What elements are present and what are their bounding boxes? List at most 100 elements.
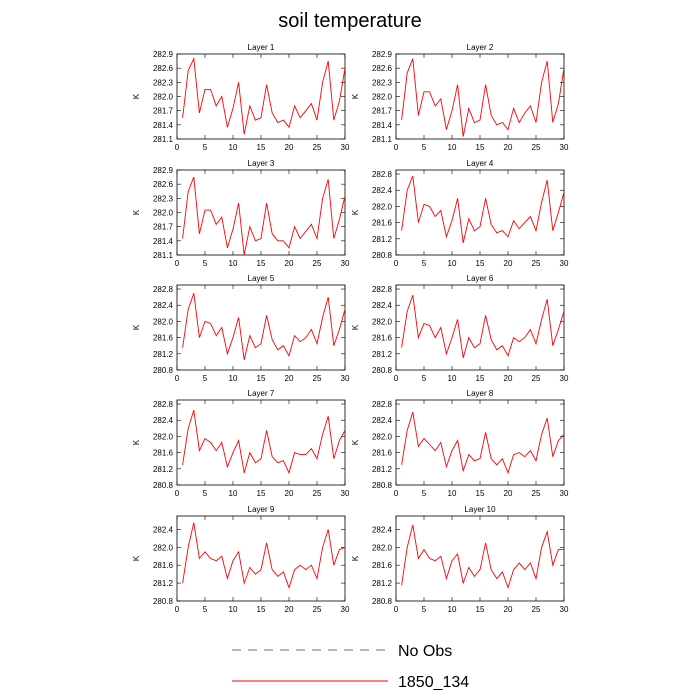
x-tick-label: 15	[257, 489, 266, 498]
x-tick-label: 30	[341, 605, 350, 614]
x-tick-label: 30	[560, 605, 569, 614]
y-tick-label: 281.4	[153, 121, 174, 130]
y-tick-label: 282.3	[153, 78, 174, 87]
series-line-1850-134	[401, 411, 564, 475]
series-line-1850-134	[182, 57, 345, 135]
x-tick-label: 10	[229, 143, 238, 152]
legend-label-no-obs: No Obs	[398, 643, 452, 660]
x-tick-label: 30	[341, 259, 350, 268]
x-tick-label: 15	[257, 605, 266, 614]
x-tick-label: 5	[203, 259, 208, 268]
x-tick-label: 10	[448, 605, 457, 614]
series-line-1850-134	[401, 524, 564, 590]
plot-frame	[395, 53, 565, 140]
panel-layer-7: Layer 7 0 5 10 15 20 25 30 280.8 281.2 281.6 282.0 2…	[132, 389, 350, 498]
y-tick-label: 282.0	[372, 317, 393, 326]
series-line-1850-134	[182, 409, 345, 475]
y-tick-label: 280.8	[372, 366, 393, 375]
y-axis-label: K	[132, 555, 141, 561]
y-tick-label: 281.1	[153, 135, 174, 144]
chart-panels: Layer 10 5 10 15 20 25 30 281.1 281.4 281.7 282.0 2…	[132, 43, 569, 614]
x-tick-label: 30	[560, 489, 569, 498]
panel-title: Layer 8	[467, 389, 494, 398]
legend: No Obs 1850_134	[232, 643, 469, 691]
y-tick-label: 282.4	[372, 416, 393, 425]
x-tick-label: 10	[229, 605, 238, 614]
y-tick-label: 282.8	[372, 285, 393, 294]
x-tick-label: 5	[203, 605, 208, 614]
y-tick-label: 281.6	[372, 219, 393, 228]
x-tick-label: 25	[313, 374, 322, 383]
y-tick-label: 282.3	[372, 78, 393, 87]
y-tick-label: 281.6	[153, 334, 174, 343]
x-tick-label: 0	[175, 374, 180, 383]
y-tick-label: 282.4	[153, 301, 174, 310]
panel-layer-4: Layer 4 0 5 10 15 20 25 30 280.8 281.2 281.6 282.0 2…	[351, 159, 569, 268]
y-tick-label: 281.1	[372, 135, 393, 144]
x-tick-label: 0	[394, 374, 399, 383]
plot-frame	[176, 169, 346, 256]
x-tick-label: 10	[229, 259, 238, 268]
y-tick-label: 281.2	[372, 579, 393, 588]
x-tick-label: 5	[203, 489, 208, 498]
y-tick-label: 282.0	[372, 93, 393, 102]
panel-title: Layer 9	[248, 505, 275, 514]
panel-title: Layer 7	[248, 389, 275, 398]
panel-layer-3: Layer 3 0 5 10 15 20 25 30 281.1 281.4 281.7 282.0 2…	[132, 159, 350, 268]
y-tick-label: 281.7	[153, 223, 174, 232]
y-tick-label: 281.4	[372, 121, 393, 130]
x-tick-label: 5	[422, 143, 427, 152]
panel-layer-5: Layer 5 0 5 10 15 20 25 30 280.8 281.2 281.6 282.0 2…	[132, 274, 350, 383]
y-tick-label: 282.6	[372, 64, 393, 73]
y-axis-label: K	[351, 93, 360, 99]
x-tick-label: 15	[257, 143, 266, 152]
plot-frame	[176, 515, 346, 602]
x-tick-label: 30	[341, 489, 350, 498]
x-tick-label: 20	[285, 259, 294, 268]
x-tick-label: 5	[422, 605, 427, 614]
series-line-1850-134	[182, 292, 345, 361]
x-tick-label: 15	[476, 374, 485, 383]
series-line-1850-134	[401, 175, 564, 244]
y-tick-label: 281.6	[372, 449, 393, 458]
x-tick-label: 30	[560, 143, 569, 152]
x-tick-label: 25	[313, 489, 322, 498]
panel-layer-6: Layer 6 0 5 10 15 20 25 30 280.8 281.2 281.6 282.0 2…	[351, 274, 569, 383]
y-tick-label: 281.7	[153, 107, 174, 116]
x-tick-label: 15	[257, 374, 266, 383]
y-tick-label: 282.9	[153, 166, 174, 175]
panel-title: Layer 2	[467, 43, 494, 52]
x-tick-label: 5	[203, 143, 208, 152]
y-tick-label: 282.0	[372, 202, 393, 211]
panel-layer-2: Layer 2 0 5 10 15 20 25 30 281.1 281.4 281.7 282.0 2…	[351, 43, 569, 152]
panel-title: Layer 10	[464, 505, 496, 514]
y-tick-label: 281.6	[153, 449, 174, 458]
x-tick-label: 20	[504, 374, 513, 383]
x-tick-label: 25	[313, 605, 322, 614]
x-tick-label: 25	[532, 374, 541, 383]
y-tick-label: 282.0	[153, 543, 174, 552]
x-tick-label: 10	[229, 489, 238, 498]
y-tick-label: 281.2	[153, 350, 174, 359]
x-tick-label: 15	[476, 143, 485, 152]
x-tick-label: 25	[532, 259, 541, 268]
series-line-1850-134	[182, 176, 345, 255]
y-tick-label: 282.9	[153, 50, 174, 59]
y-tick-label: 282.4	[153, 416, 174, 425]
panel-title: Layer 4	[467, 159, 494, 168]
panel-layer-9: Layer 9 0 5 10 15 20 25 30 280.8 281.2 281.6 282.0 2…	[132, 505, 350, 614]
y-tick-label: 282.3	[153, 194, 174, 203]
x-tick-label: 15	[476, 489, 485, 498]
x-tick-label: 10	[448, 374, 457, 383]
x-tick-label: 25	[532, 489, 541, 498]
panel-layer-8: Layer 8 0 5 10 15 20 25 30 280.8 281.2 281.6 282.0 2…	[351, 389, 569, 498]
y-tick-label: 282.8	[153, 285, 174, 294]
y-tick-label: 282.9	[372, 50, 393, 59]
y-tick-label: 280.8	[153, 366, 174, 375]
x-tick-label: 5	[422, 489, 427, 498]
plot-frame	[176, 284, 346, 371]
y-axis-label: K	[351, 555, 360, 561]
y-tick-label: 281.2	[372, 465, 393, 474]
y-tick-label: 282.0	[153, 432, 174, 441]
